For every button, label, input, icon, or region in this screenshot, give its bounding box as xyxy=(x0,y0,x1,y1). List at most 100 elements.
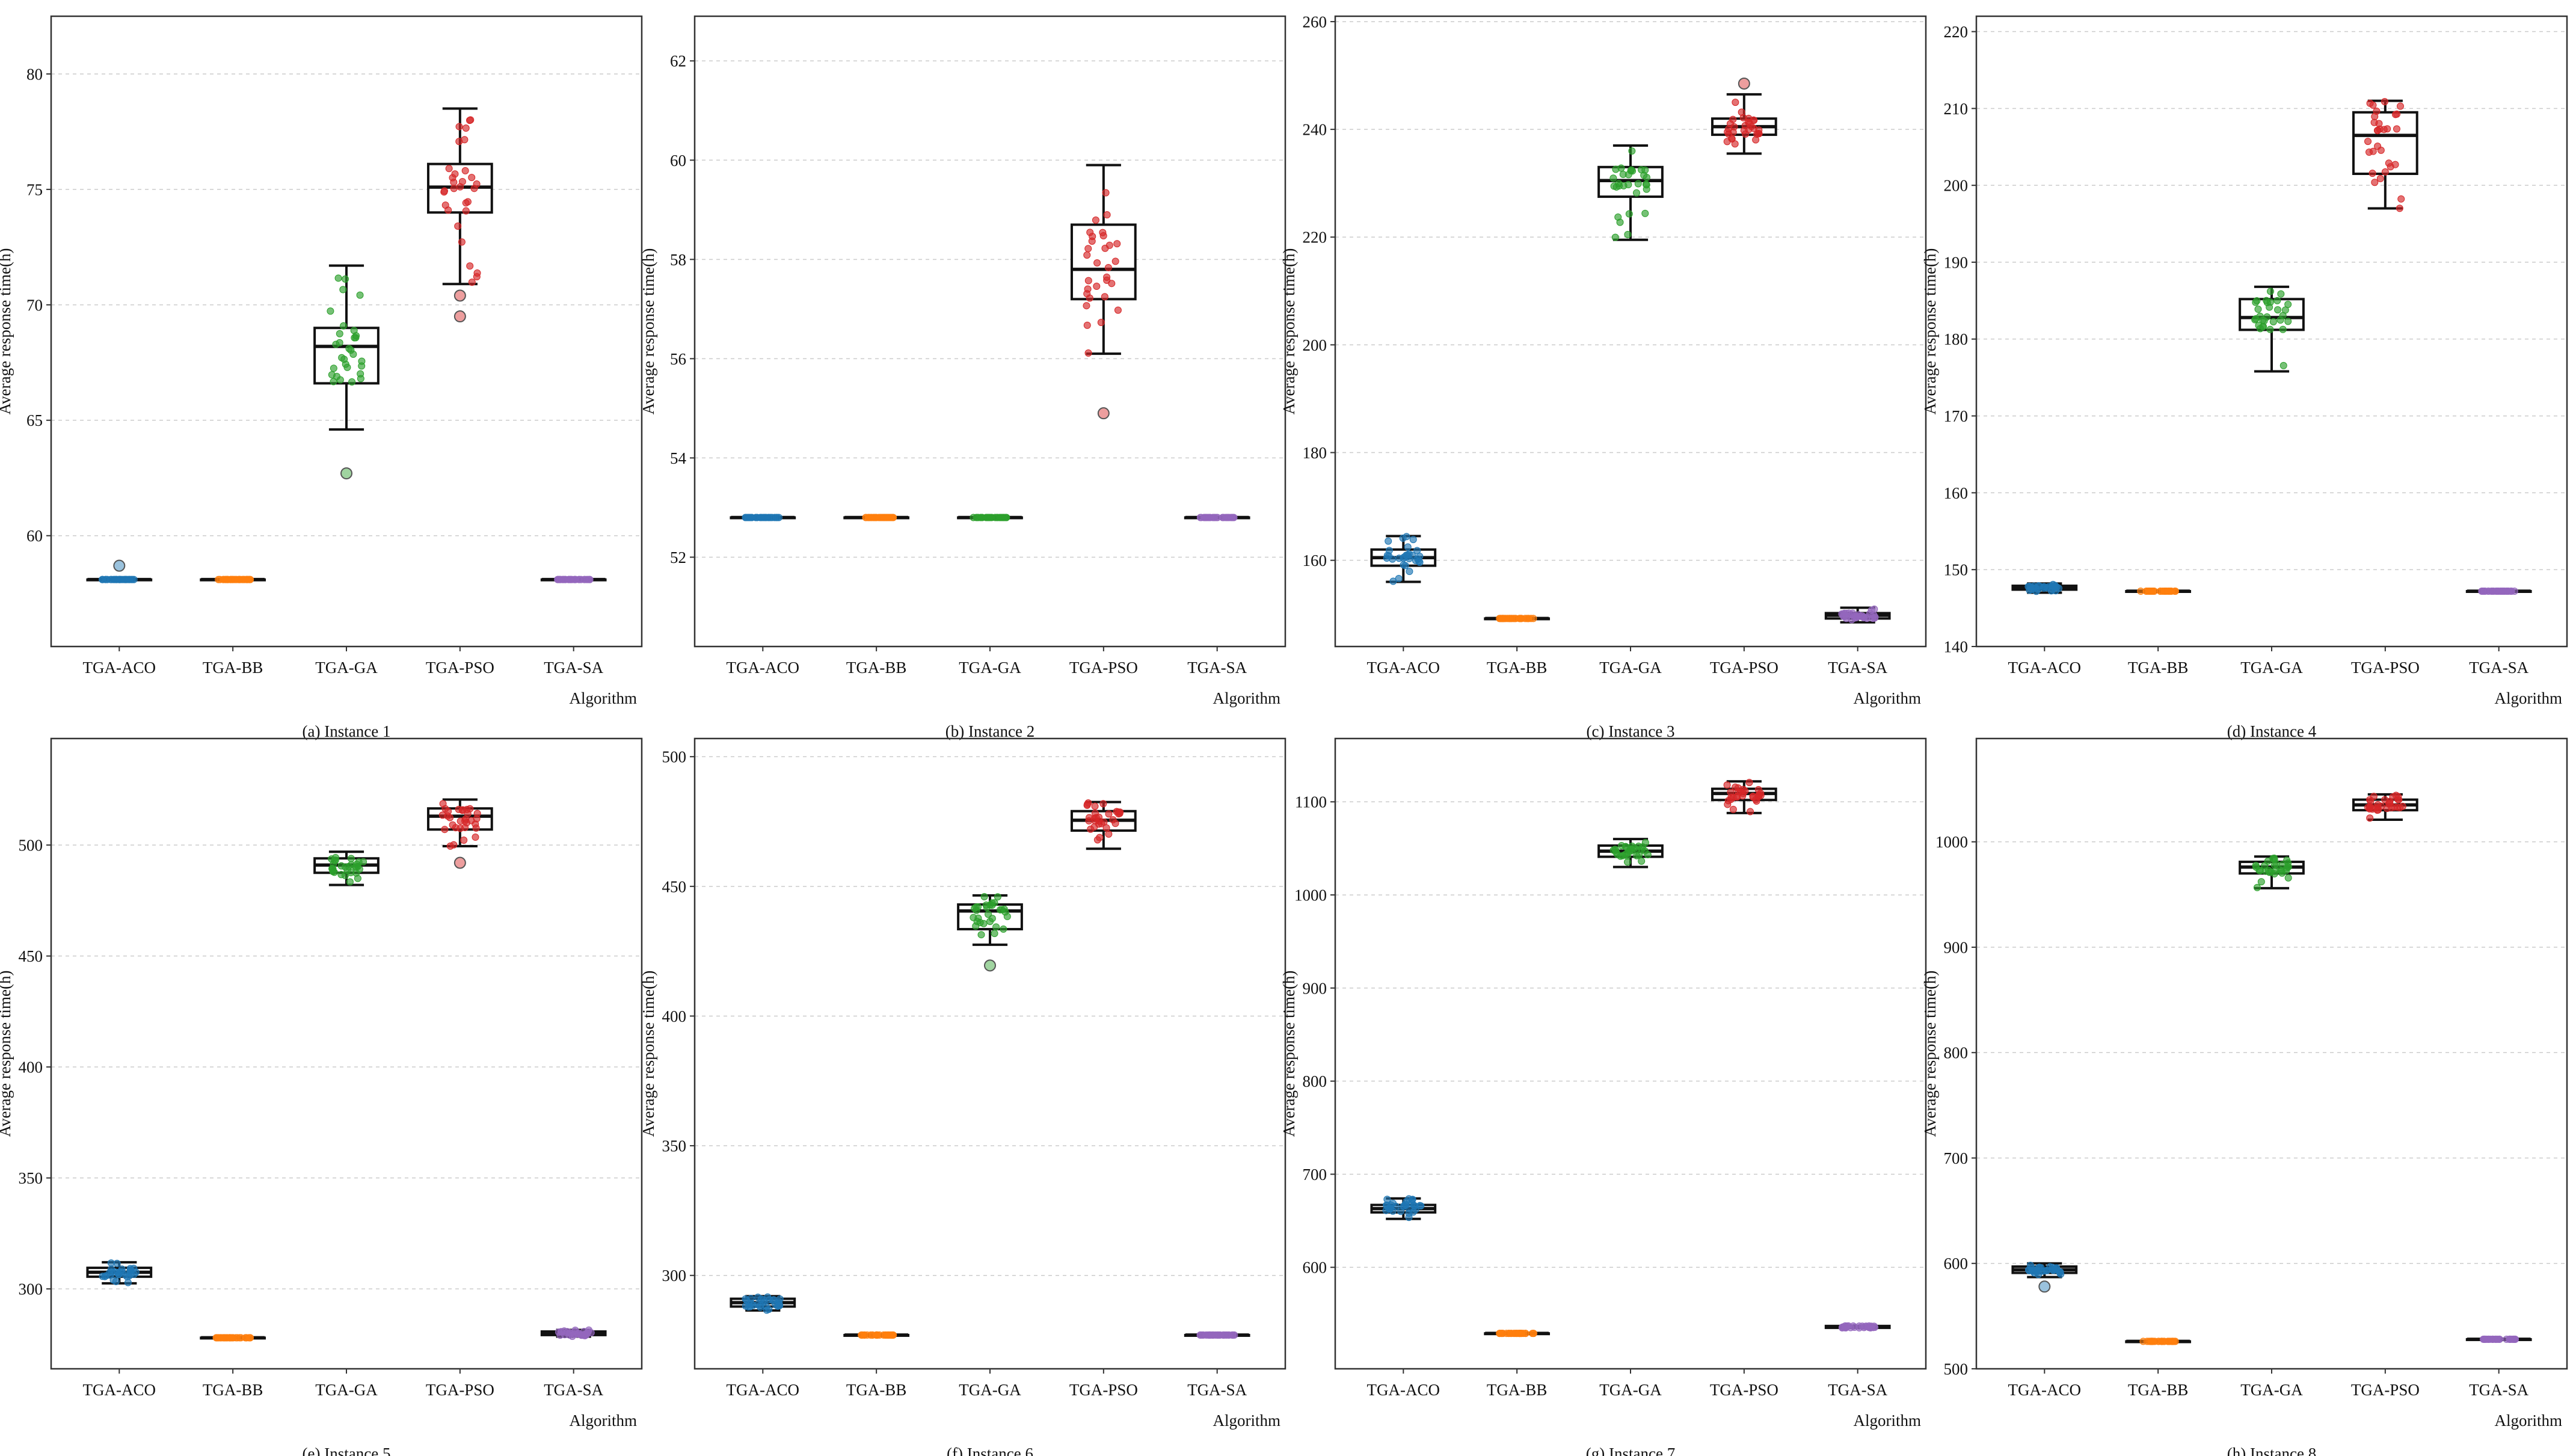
data-point xyxy=(991,899,998,907)
data-point xyxy=(124,1279,132,1286)
y-tick-label: 52 xyxy=(670,548,686,567)
box-tga-aco xyxy=(86,559,153,583)
data-point xyxy=(2026,1261,2034,1269)
x-tick-label: TGA-BB xyxy=(2128,1381,2189,1399)
y-tick-label: 600 xyxy=(1303,1259,1327,1277)
outlier-point xyxy=(113,559,126,572)
chart-panel-2: 52 54 56 58 60 62 TGA-ACO TGA-BB TGA-GA TGA-PSO TG… xyxy=(639,15,1286,740)
x-axis-label: Algorithm xyxy=(1213,1411,1281,1430)
x-tick-label: TGA-BB xyxy=(1487,1381,1548,1399)
data-point xyxy=(1084,349,1092,357)
data-point xyxy=(890,1331,897,1339)
data-point xyxy=(997,514,1004,521)
data-point xyxy=(334,274,342,282)
data-point xyxy=(1609,846,1617,854)
data-point xyxy=(1392,1202,1400,1210)
box-tga-sa xyxy=(2465,587,2532,595)
data-point xyxy=(1093,836,1101,844)
data-point xyxy=(1412,557,1419,565)
data-point xyxy=(1871,605,1878,613)
data-point xyxy=(328,371,336,379)
y-tick-label: 700 xyxy=(1944,1149,1969,1167)
x-axis-label: Algorithm xyxy=(1213,689,1281,707)
data-point xyxy=(336,330,343,337)
data-point xyxy=(1504,615,1511,622)
data-point xyxy=(352,863,360,871)
y-axis-label: Average response time(h) xyxy=(1921,971,1939,1137)
data-point xyxy=(2504,587,2512,595)
box-tga-bb xyxy=(1484,1330,1551,1338)
data-point xyxy=(2374,803,2382,811)
data-point xyxy=(2043,1267,2051,1274)
box-tga-bb xyxy=(200,576,266,583)
data-point xyxy=(764,514,772,521)
data-point xyxy=(991,930,998,938)
box-tga-sa xyxy=(540,1326,607,1340)
data-point xyxy=(1000,925,1007,933)
data-point xyxy=(111,1268,119,1276)
data-point xyxy=(445,165,453,173)
data-point xyxy=(2252,863,2260,871)
y-tick-label: 60 xyxy=(670,152,686,170)
data-point xyxy=(441,201,449,209)
data-point xyxy=(112,576,120,583)
data-point xyxy=(2365,805,2373,812)
data-point xyxy=(342,275,349,283)
data-point xyxy=(1641,839,1649,847)
data-point xyxy=(128,576,135,583)
data-point xyxy=(2485,587,2492,595)
data-point xyxy=(1099,800,1107,808)
outlier-point xyxy=(1738,77,1750,90)
box-tga-pso xyxy=(2352,791,2418,822)
data-point xyxy=(1642,180,1650,188)
data-point xyxy=(1529,1330,1537,1338)
data-point xyxy=(450,185,458,192)
x-tick-label: TGA-GA xyxy=(2240,1381,2303,1399)
data-point xyxy=(1632,189,1640,197)
box-tga-sa xyxy=(1824,605,1891,624)
y-tick-label: 200 xyxy=(1944,177,1969,195)
data-point xyxy=(1734,784,1742,792)
box-tga-pso xyxy=(426,107,493,323)
data-point xyxy=(1400,553,1408,561)
data-point xyxy=(2273,296,2281,304)
data-point xyxy=(99,576,106,583)
data-point xyxy=(2165,587,2172,595)
box-tga-ga xyxy=(2239,855,2305,891)
data-point xyxy=(1111,257,1119,265)
data-point xyxy=(2387,163,2394,171)
data-point xyxy=(2171,587,2179,595)
y-axis-label: Average response time(h) xyxy=(0,248,14,415)
data-point xyxy=(1083,302,1090,310)
data-point xyxy=(1752,136,1760,144)
y-tick-label: 170 xyxy=(1944,407,1969,425)
data-point xyxy=(742,1295,749,1303)
data-point xyxy=(1105,810,1113,818)
x-tick-label: TGA-GA xyxy=(959,1381,1021,1399)
data-point xyxy=(330,364,337,372)
data-point xyxy=(760,1298,768,1306)
box-tga-aco xyxy=(730,1293,796,1314)
data-point xyxy=(1723,138,1731,146)
data-point xyxy=(974,914,982,922)
x-tick-label: TGA-GA xyxy=(1599,659,1662,677)
data-point xyxy=(1083,290,1091,298)
plot-frame xyxy=(693,737,1286,1370)
data-point xyxy=(2364,138,2372,146)
data-point xyxy=(1104,263,1112,271)
data-point xyxy=(1087,825,1095,833)
x-tick-label: TGA-PSO xyxy=(2351,1381,2420,1399)
data-point xyxy=(757,1303,764,1311)
box-tga-pso xyxy=(1711,77,1777,155)
data-point xyxy=(1614,213,1622,221)
data-point xyxy=(1211,514,1219,521)
box-tga-sa xyxy=(1824,1322,1891,1332)
box-tga-bb xyxy=(843,514,910,521)
data-point xyxy=(1729,115,1737,123)
data-point xyxy=(1228,1331,1236,1339)
box-tga-pso xyxy=(1070,164,1137,420)
data-point xyxy=(330,378,337,386)
y-tick-label: 800 xyxy=(1303,1072,1327,1090)
data-point xyxy=(2388,803,2396,811)
data-point xyxy=(127,1266,135,1274)
